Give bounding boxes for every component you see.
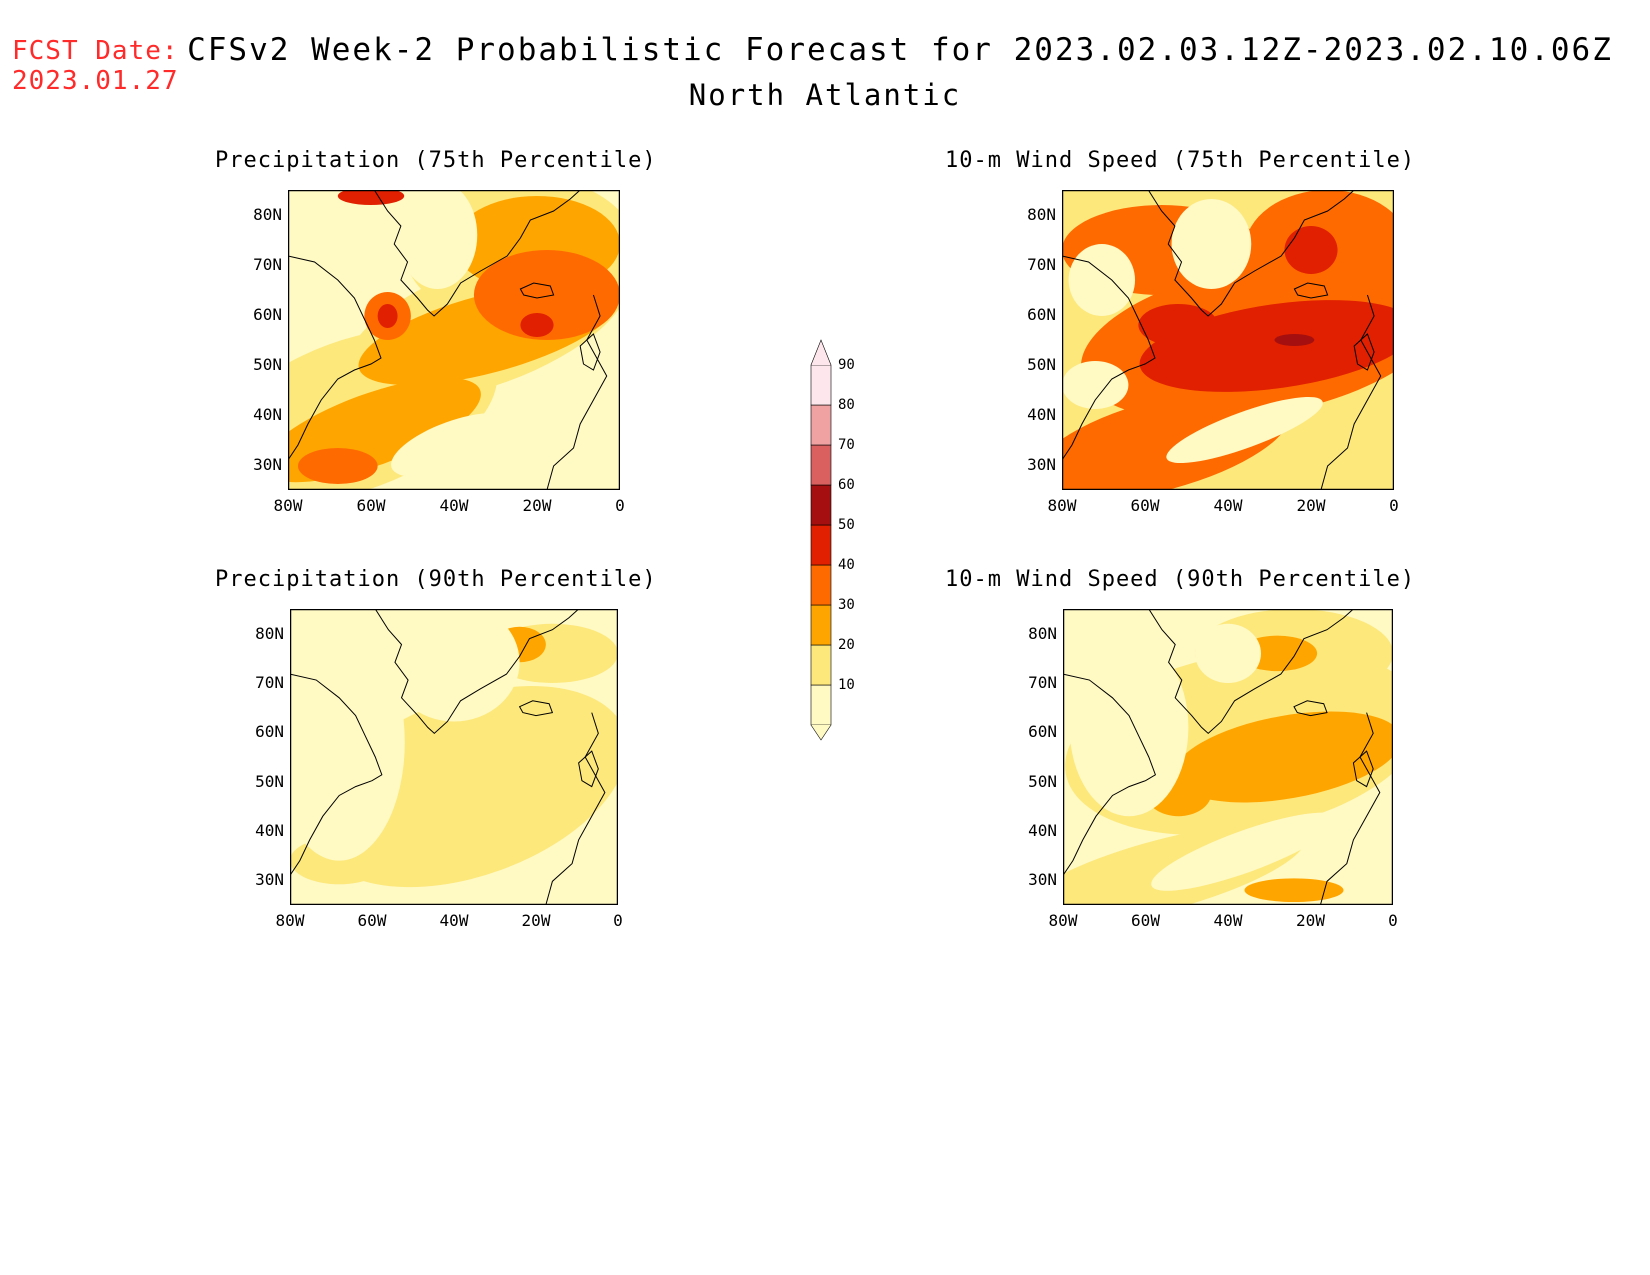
colorbar-label: 80 (838, 397, 855, 413)
lat-tick-label: 70N (255, 673, 284, 692)
colorbar-label: 60 (838, 477, 855, 493)
lat-tick-label: 70N (1027, 255, 1056, 274)
forecast-date-value: 2023.01.27 (12, 66, 179, 96)
colorbar-label: 20 (838, 637, 855, 653)
lon-tick-label: 40W (439, 911, 469, 930)
colorbar-label: 90 (838, 357, 855, 373)
colorbar-swatch (810, 364, 832, 406)
region-subtitle: North Atlantic (688, 78, 962, 112)
colorbar-label: 70 (838, 437, 855, 453)
lat-tick-label: 30N (1027, 455, 1056, 474)
page-title: CFSv2 Week-2 Probabilistic Forecast for … (187, 32, 1613, 68)
colorbar-label: 30 (838, 597, 855, 613)
lat-tick-label: 60N (1027, 305, 1056, 324)
panel-title-wind-90: 10-m Wind Speed (90th Percentile) (945, 567, 1416, 592)
lat-tick-label: 70N (253, 255, 282, 274)
lat-tick-label: 50N (1028, 771, 1057, 791)
lat-tick-label: 40N (1027, 405, 1056, 424)
panel-title-precip-90: Precipitation (90th Percentile) (215, 567, 657, 592)
lon-tick-label: 80W (1047, 496, 1077, 515)
colorbar-swatch (810, 484, 832, 526)
forecast-date-label: FCST Date: (12, 36, 179, 66)
lon-tick-label: 0 (1389, 496, 1399, 515)
lat-tick-label: 70N (1028, 673, 1057, 692)
map-precip-75 (288, 190, 620, 490)
lat-tick-label: 60N (253, 305, 282, 324)
colorbar (810, 339, 832, 741)
lon-tick-label: 60W (1131, 911, 1160, 930)
lon-tick-label: 20W (1296, 911, 1325, 930)
lon-tick-label: 80W (275, 911, 305, 930)
lat-tick-label: 30N (1028, 870, 1057, 890)
lat-tick-label: 40N (255, 821, 284, 840)
colorbar-swatch (810, 444, 832, 486)
lon-tick-label: 60W (357, 911, 387, 930)
lat-tick-label: 50N (253, 355, 282, 374)
colorbar-label: 40 (838, 557, 855, 573)
map-wind-75 (1062, 190, 1394, 490)
colorbar-label: 50 (838, 517, 855, 533)
map-wind-90 (1063, 609, 1393, 905)
colorbar-swatch (810, 404, 832, 446)
colorbar-swatch (810, 524, 832, 566)
lat-tick-label: 50N (255, 771, 284, 791)
lon-tick-label: 40W (439, 496, 469, 515)
colorbar-swatch (810, 604, 832, 646)
lon-tick-label: 60W (356, 496, 386, 515)
forecast-date-block: FCST Date: 2023.01.27 (12, 36, 179, 96)
lon-tick-label: 60W (1130, 496, 1160, 515)
lon-tick-label: 80W (1048, 911, 1078, 930)
lat-tick-label: 30N (255, 870, 284, 890)
colorbar-swatch (810, 644, 832, 686)
lon-tick-label: 80W (273, 496, 303, 515)
lon-tick-label: 0 (615, 496, 625, 515)
lon-tick-label: 20W (521, 911, 551, 930)
lat-tick-label: 40N (1028, 821, 1057, 840)
colorbar-swatch (810, 564, 832, 606)
lon-tick-label: 0 (613, 911, 623, 930)
map-precip-90 (290, 609, 618, 905)
lon-tick-label: 20W (1296, 496, 1326, 515)
lat-tick-label: 30N (253, 455, 282, 474)
lat-tick-label: 80N (255, 623, 284, 643)
lon-tick-label: 0 (1388, 911, 1398, 930)
lat-tick-label: 50N (1027, 355, 1056, 374)
lat-tick-label: 80N (1028, 623, 1057, 643)
lat-tick-label: 80N (253, 205, 282, 224)
lon-tick-label: 40W (1213, 496, 1243, 515)
lon-tick-label: 40W (1213, 911, 1243, 930)
lat-tick-label: 60N (255, 722, 284, 742)
panel-title-precip-75: Precipitation (75th Percentile) (215, 148, 657, 173)
panel-title-wind-75: 10-m Wind Speed (75th Percentile) (945, 148, 1416, 173)
lat-tick-label: 80N (1027, 205, 1056, 224)
lat-tick-label: 40N (253, 405, 282, 424)
lon-tick-label: 20W (522, 496, 552, 515)
colorbar-swatch (810, 684, 832, 726)
colorbar-label: 10 (838, 677, 855, 693)
lat-tick-label: 60N (1028, 722, 1057, 742)
